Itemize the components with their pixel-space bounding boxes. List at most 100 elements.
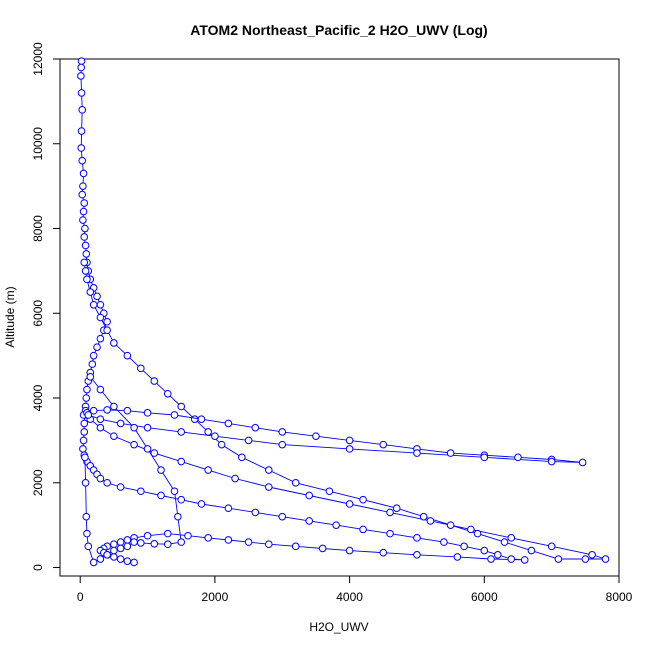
data-point xyxy=(103,326,111,335)
x-tick-label: 4000 xyxy=(336,590,363,604)
data-point xyxy=(312,432,320,440)
data-series xyxy=(81,373,186,567)
data-point xyxy=(137,539,145,547)
data-point xyxy=(278,440,287,449)
data-point xyxy=(96,474,105,483)
data-point xyxy=(81,478,90,487)
data-point xyxy=(177,495,186,504)
data-point xyxy=(278,428,287,436)
data-point xyxy=(110,540,118,549)
data-point xyxy=(163,540,172,549)
data-point xyxy=(554,555,563,563)
data-point xyxy=(211,432,219,440)
data-point xyxy=(81,453,89,462)
data-series xyxy=(80,258,610,563)
data-point xyxy=(588,551,596,559)
data-point xyxy=(446,449,455,457)
data-point xyxy=(96,385,105,394)
data-point xyxy=(170,411,179,419)
data-point xyxy=(345,445,354,453)
data-point xyxy=(204,466,212,474)
data-point xyxy=(426,517,435,525)
data-point xyxy=(386,529,394,538)
data-point xyxy=(197,500,206,508)
data-point xyxy=(80,233,89,241)
data-point xyxy=(78,156,87,165)
data-point xyxy=(224,504,233,512)
data-point xyxy=(82,394,91,402)
data-point xyxy=(77,63,86,72)
plot-frame xyxy=(59,58,620,577)
y-tick-label: 2000 xyxy=(31,469,45,496)
y-tick-label: 12000 xyxy=(31,42,45,76)
data-point xyxy=(244,436,253,445)
data-point xyxy=(89,351,98,360)
data-point xyxy=(379,440,388,449)
data-point xyxy=(578,458,587,467)
data-point xyxy=(460,542,468,551)
x-tick-label: 8000 xyxy=(606,590,633,604)
data-point xyxy=(453,553,462,561)
data-point xyxy=(123,542,132,551)
data-point xyxy=(130,538,138,546)
data-point xyxy=(500,538,509,546)
data-point xyxy=(77,144,86,152)
data-point xyxy=(359,495,367,504)
series-line xyxy=(80,61,525,563)
data-point xyxy=(78,106,87,114)
data-point xyxy=(413,449,421,457)
data-point xyxy=(79,207,88,216)
data-point xyxy=(123,406,132,415)
data-point xyxy=(116,483,125,491)
data-point xyxy=(116,555,125,563)
data-point xyxy=(163,529,172,538)
y-tick-label: 0 xyxy=(31,564,45,571)
data-point xyxy=(123,351,132,360)
x-tick-label: 6000 xyxy=(471,590,498,604)
data-point xyxy=(264,483,273,491)
data-point xyxy=(177,538,186,546)
data-point xyxy=(581,555,590,563)
x-axis-label: H2O_UWV xyxy=(309,620,368,634)
data-series xyxy=(79,406,587,467)
data-point xyxy=(264,466,273,474)
data-point xyxy=(79,216,87,224)
data-point xyxy=(177,402,186,411)
data-point xyxy=(224,536,233,544)
data-point xyxy=(123,557,132,565)
data-point xyxy=(82,512,91,521)
data-point xyxy=(345,436,354,445)
data-point xyxy=(174,512,182,521)
data-point xyxy=(413,534,421,542)
data-point xyxy=(110,432,118,440)
data-point xyxy=(77,72,85,80)
data-point xyxy=(110,402,118,411)
data-point xyxy=(332,521,340,529)
data-point xyxy=(446,521,455,529)
data-point xyxy=(305,491,313,500)
data-point xyxy=(123,536,132,544)
data-point xyxy=(77,57,86,65)
data-point xyxy=(419,512,428,521)
data-point xyxy=(184,531,192,540)
data-point xyxy=(93,343,101,351)
data-point xyxy=(244,538,253,546)
data-point xyxy=(78,190,87,199)
data-point xyxy=(103,551,111,559)
data-point xyxy=(413,551,421,559)
data-point xyxy=(80,199,89,207)
y-tick-label: 4000 xyxy=(31,384,45,411)
data-point xyxy=(83,385,91,394)
data-point xyxy=(345,546,354,555)
data-point xyxy=(170,487,179,496)
chart-title: ATOM2 Northeast_Pacific_2 H2O_UWV (Log) xyxy=(190,22,487,38)
data-point xyxy=(96,415,105,424)
data-point xyxy=(493,551,502,559)
data-point xyxy=(79,169,88,178)
data-point xyxy=(89,558,98,567)
data-point xyxy=(96,300,105,309)
series-line xyxy=(83,262,606,560)
data-point xyxy=(116,419,125,428)
data-point xyxy=(116,538,125,546)
